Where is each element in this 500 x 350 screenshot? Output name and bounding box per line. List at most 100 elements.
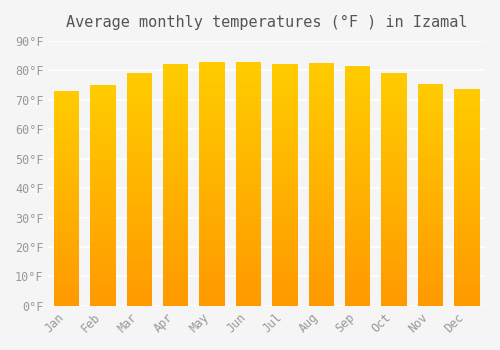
Bar xyxy=(54,130,80,132)
Bar xyxy=(272,144,297,147)
Bar xyxy=(272,241,297,243)
Bar xyxy=(382,241,407,243)
Bar xyxy=(272,74,297,77)
Bar xyxy=(454,265,479,267)
Bar xyxy=(126,268,152,271)
Bar xyxy=(236,281,261,284)
Bar xyxy=(418,135,443,137)
Bar xyxy=(382,99,407,101)
Bar xyxy=(272,236,297,238)
Bar xyxy=(454,226,479,228)
Bar xyxy=(200,140,225,142)
Bar xyxy=(200,272,225,274)
Bar xyxy=(382,180,407,183)
Bar xyxy=(90,98,116,100)
Bar xyxy=(382,173,407,176)
Bar xyxy=(163,118,188,120)
Bar xyxy=(382,136,407,138)
Bar xyxy=(418,237,443,239)
Bar xyxy=(418,163,443,166)
Bar xyxy=(454,100,479,103)
Bar xyxy=(90,162,116,164)
Bar xyxy=(345,272,370,275)
Bar xyxy=(418,188,443,190)
Bar xyxy=(54,237,80,239)
Bar xyxy=(418,95,443,97)
Bar xyxy=(418,184,443,186)
Bar xyxy=(90,215,116,217)
Bar xyxy=(382,194,407,197)
Bar xyxy=(382,236,407,238)
Bar xyxy=(90,233,116,235)
Bar xyxy=(454,139,479,141)
Bar xyxy=(126,127,152,129)
Bar xyxy=(54,304,80,306)
Bar xyxy=(54,134,80,136)
Bar xyxy=(345,97,370,99)
Bar xyxy=(126,199,152,201)
Bar xyxy=(163,113,188,115)
Bar xyxy=(54,246,80,248)
Bar xyxy=(418,186,443,188)
Bar xyxy=(200,294,225,296)
Bar xyxy=(382,285,407,287)
Bar xyxy=(54,250,80,252)
Bar xyxy=(345,135,370,138)
Bar xyxy=(308,75,334,78)
Bar xyxy=(272,282,297,284)
Bar xyxy=(308,301,334,303)
Bar xyxy=(382,229,407,231)
Bar xyxy=(272,284,297,287)
Bar xyxy=(418,157,443,159)
Bar xyxy=(236,196,261,198)
Bar xyxy=(345,287,370,289)
Bar xyxy=(418,275,443,277)
Bar xyxy=(163,229,188,231)
Bar xyxy=(126,224,152,227)
Bar xyxy=(308,92,334,94)
Bar xyxy=(345,229,370,231)
Bar xyxy=(236,203,261,206)
Bar xyxy=(200,218,225,220)
Bar xyxy=(200,198,225,201)
Bar xyxy=(345,133,370,135)
Bar xyxy=(454,234,479,237)
Bar xyxy=(90,167,116,169)
Bar xyxy=(200,91,225,93)
Bar xyxy=(308,119,334,121)
Bar xyxy=(54,284,80,287)
Bar xyxy=(418,97,443,99)
Bar xyxy=(308,270,334,272)
Bar xyxy=(272,231,297,233)
Bar xyxy=(200,100,225,103)
Bar xyxy=(163,139,188,142)
Bar xyxy=(308,277,334,279)
Bar xyxy=(236,125,261,127)
Bar xyxy=(418,133,443,135)
Bar xyxy=(418,279,443,281)
Bar xyxy=(54,145,80,147)
Bar xyxy=(272,166,297,168)
Bar xyxy=(54,183,80,186)
Bar xyxy=(454,133,479,135)
Bar xyxy=(236,294,261,296)
Bar xyxy=(272,260,297,262)
Bar xyxy=(308,112,334,114)
Bar xyxy=(54,198,80,201)
Bar xyxy=(272,267,297,270)
Bar xyxy=(382,87,407,90)
Bar xyxy=(418,146,443,148)
Bar xyxy=(382,208,407,210)
Bar xyxy=(126,289,152,292)
Bar xyxy=(418,297,443,299)
Bar xyxy=(126,138,152,141)
Bar xyxy=(272,77,297,79)
Bar xyxy=(236,120,261,122)
Bar xyxy=(454,131,479,133)
Bar xyxy=(236,216,261,218)
Bar xyxy=(454,232,479,234)
Bar xyxy=(272,81,297,84)
Bar xyxy=(345,181,370,183)
Bar xyxy=(90,251,116,253)
Bar xyxy=(345,244,370,246)
